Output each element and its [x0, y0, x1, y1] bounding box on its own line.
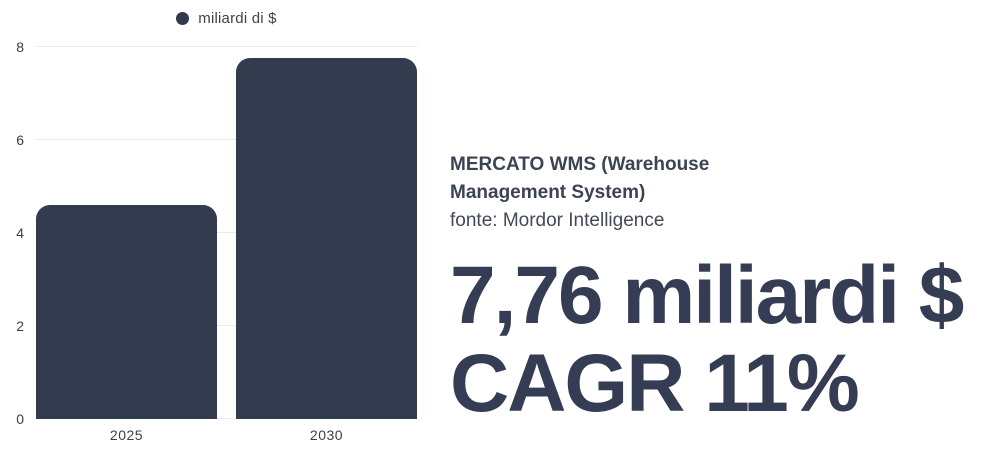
plot-area — [36, 46, 417, 419]
gridline-4 — [36, 232, 417, 233]
x-tick-label-2025: 2025 — [109, 427, 144, 443]
chart-source: fonte: Mordor Intelligence — [450, 210, 665, 231]
chart-title: MERCATO WMS (Warehouse Management System… — [450, 154, 710, 203]
gridline-8 — [36, 46, 417, 47]
info-panel: MERCATO WMS (Warehouse Management System… — [450, 151, 990, 235]
highlight-figures: 7,76 miliardi $ CAGR 11% — [450, 252, 992, 428]
wms-market-bar-chart: miliardi di $ 0 2 4 6 8 2025 2030 — [0, 0, 440, 466]
gridline-2 — [36, 325, 417, 326]
chart-legend[interactable]: miliardi di $ — [36, 10, 417, 27]
y-tick-label-8: 8 — [16, 39, 24, 55]
bar-2025[interactable] — [36, 205, 217, 419]
bar-2030[interactable] — [236, 58, 417, 419]
gridline-0 — [36, 418, 417, 419]
y-tick-label-2: 2 — [16, 318, 24, 334]
y-tick-label-6: 6 — [16, 132, 24, 148]
x-tick-label-2030: 2030 — [309, 427, 344, 443]
legend-series-dot-icon — [176, 12, 190, 25]
y-tick-label-4: 4 — [16, 225, 24, 241]
highlight-cagr: CAGR 11% — [450, 338, 860, 429]
y-tick-label-0: 0 — [16, 411, 24, 427]
legend-series-label: miliardi di $ — [198, 10, 277, 27]
gridline-6 — [36, 139, 417, 140]
highlight-market-value: 7,76 miliardi $ — [450, 250, 964, 341]
